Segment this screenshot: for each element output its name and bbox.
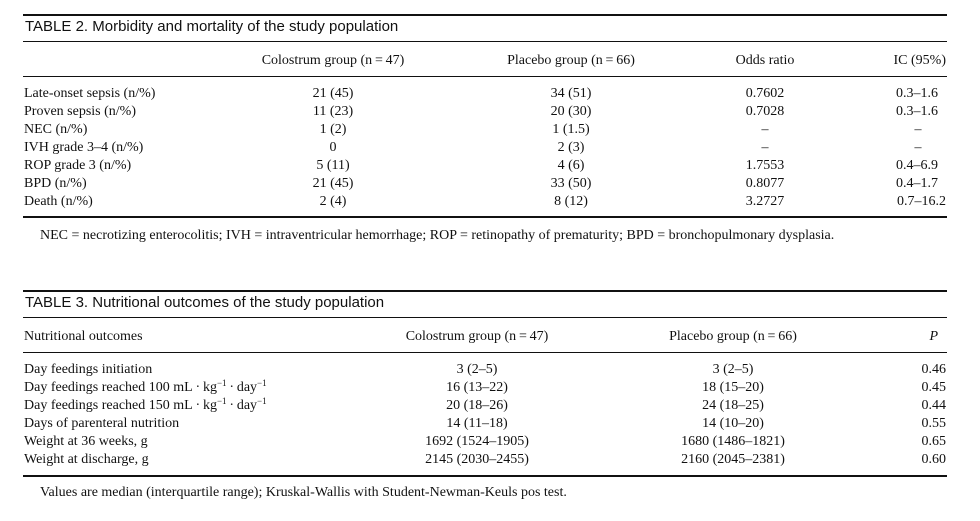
table3-header-colostrum: Colostrum group (n = 47) [405,329,549,344]
row-label: NEC (n/%) [24,122,88,137]
colostrum-value: 0 [329,140,337,155]
odds-value: – [761,122,769,137]
row-label-text: Day feedings reached 100 mL · kg [24,380,217,395]
odds-value: – [761,140,769,155]
table3-top-rule [23,290,947,292]
placebo-value: 8 (12) [554,194,588,209]
table3-bottom-rule [23,475,947,477]
colostrum-value: 14 (11–18) [446,416,508,431]
p-value: 0.44 [921,398,947,413]
ic-value: 0.7–16.2 [897,194,946,209]
row-label: Day feedings reached 150 mL · kg−1 · day… [24,396,267,414]
placebo-value: 24 (18–25) [702,398,764,413]
placebo-value: 33 (50) [550,176,592,191]
table2-header-placebo: Placebo group (n = 66) [507,53,635,68]
table2-caption: TABLE 2. Morbidity and mortality of the … [25,18,399,35]
table2-bottom-rule [23,216,947,218]
row-label: Death (n/%) [24,194,93,209]
placebo-value: 14 (10–20) [702,416,764,431]
table2-top-rule [23,14,947,16]
row-label: Late-onset sepsis (n/%) [24,86,156,101]
row-label: Days of parenteral nutrition [24,416,180,431]
placebo-value: 20 (30) [550,104,592,119]
odds-value: 0.8077 [745,176,785,191]
table2-footnote: NEC = necrotizing enterocolitis; IVH = i… [40,228,835,243]
row-label: Day feedings initiation [24,362,153,377]
table3-header-outcomes: Nutritional outcomes [24,329,143,344]
odds-value: 0.7028 [745,104,785,119]
placebo-value: 3 (2–5) [712,362,754,377]
table2-header-colostrum: Colostrum group (n = 47) [261,53,405,68]
p-value: 0.45 [921,380,947,395]
table3-header-rule [23,352,947,353]
p-value: 0.46 [921,362,947,377]
table2-header-ic: IC (95%) [893,53,947,68]
p-value: 0.60 [921,452,947,467]
ic-value: 0.3–1.6 [896,104,938,119]
colostrum-value: 2145 (2030–2455) [425,452,529,467]
colostrum-value: 21 (45) [312,86,354,101]
odds-value: 0.7602 [745,86,785,101]
table3-footnote: Values are median (interquartile range);… [40,485,567,500]
table3-caption: TABLE 3. Nutritional outcomes of the stu… [25,294,385,311]
colostrum-value: 5 (11) [316,158,350,173]
exponent: −1 [216,378,227,388]
table2-header-rule [23,76,947,77]
table3-header-placebo: Placebo group (n = 66) [669,329,797,344]
row-label-text: Day feedings reached 150 mL · kg [24,398,217,413]
row-label-text: · day [226,398,258,413]
placebo-value: 1 (1.5) [552,122,590,137]
row-label: Weight at 36 weeks, g [24,434,148,449]
row-label-text: · day [226,380,258,395]
colostrum-value: 20 (18–26) [446,398,508,413]
placebo-value: 4 (6) [557,158,585,173]
row-label: ROP grade 3 (n/%) [24,158,132,173]
colostrum-value: 2 (4) [319,194,347,209]
ic-value: – [914,140,922,155]
placebo-value: 34 (51) [550,86,592,101]
colostrum-value: 1692 (1524–1905) [425,434,529,449]
row-label: Proven sepsis (n/%) [24,104,136,119]
colostrum-value: 3 (2–5) [456,362,498,377]
placebo-value: 2 (3) [557,140,585,155]
ic-value: – [914,122,922,137]
row-label: IVH grade 3–4 (n/%) [24,140,144,155]
colostrum-value: 21 (45) [312,176,354,191]
table3-caption-rule [23,317,947,318]
exponent: −1 [257,378,267,388]
colostrum-value: 11 (23) [312,104,354,119]
exponent: −1 [257,396,267,406]
table2-caption-rule [23,41,947,42]
colostrum-value: 1 (2) [319,122,347,137]
table3-header-p: P [929,329,938,344]
p-value: 0.65 [921,434,947,449]
ic-value: 0.4–1.7 [896,176,938,191]
odds-value: 1.7553 [745,158,785,173]
colostrum-value: 16 (13–22) [446,380,508,395]
row-label: Day feedings reached 100 mL · kg−1 · day… [24,378,267,396]
placebo-value: 1680 (1486–1821) [681,434,785,449]
ic-value: 0.4–6.9 [896,158,938,173]
row-label: Weight at discharge, g [24,452,149,467]
table2-header-odds: Odds ratio [735,53,795,68]
p-value: 0.55 [921,416,947,431]
placebo-value: 18 (15–20) [702,380,764,395]
placebo-value: 2160 (2045–2381) [681,452,785,467]
row-label: BPD (n/%) [24,176,87,191]
odds-value: 3.2727 [745,194,785,209]
ic-value: 0.3–1.6 [896,86,938,101]
exponent: −1 [216,396,227,406]
